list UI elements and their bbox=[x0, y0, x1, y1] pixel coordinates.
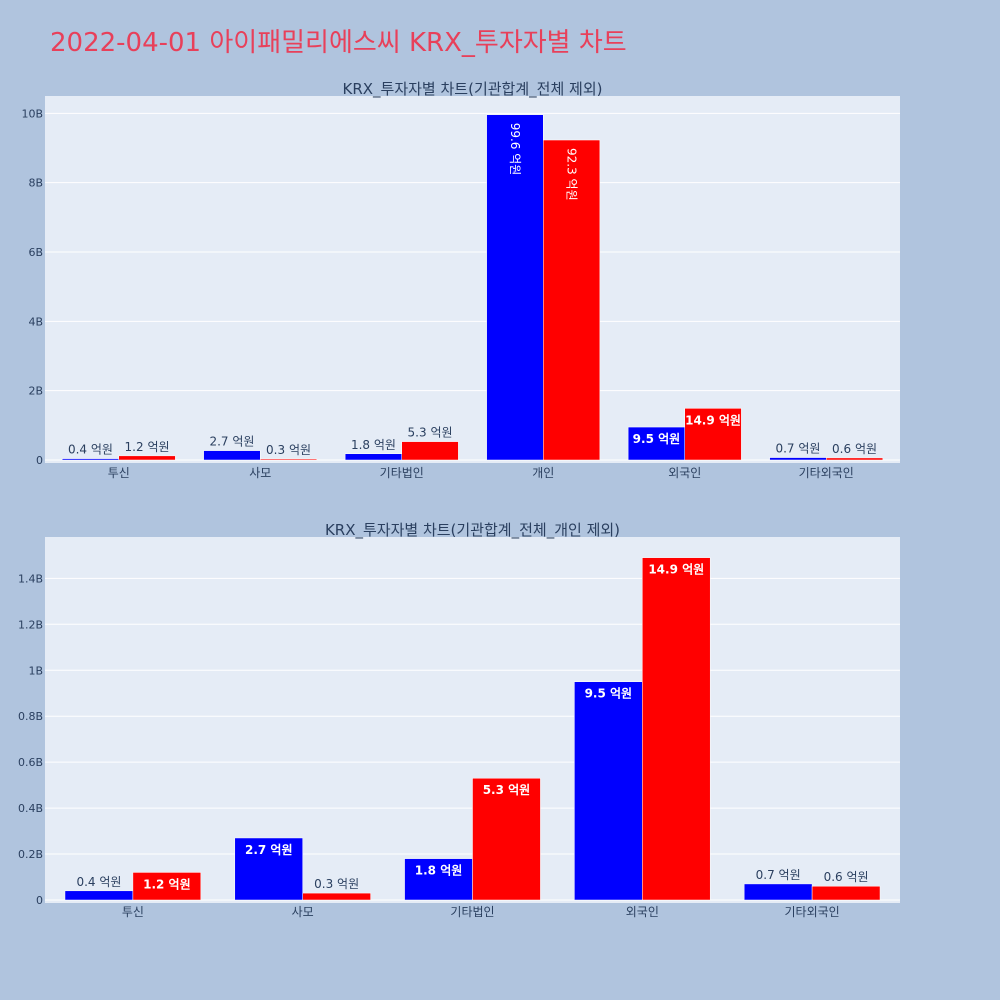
bar-data-label: 0.3 억원 bbox=[266, 443, 311, 457]
x-tick-label: 사모 bbox=[249, 466, 271, 480]
x-tick-label: 사모 bbox=[292, 905, 314, 919]
y-tick-label: 0.8B bbox=[18, 710, 43, 723]
bar bbox=[234, 837, 303, 901]
y-tick-label: 4B bbox=[28, 315, 43, 328]
bar bbox=[642, 557, 711, 901]
bar bbox=[684, 408, 742, 461]
y-tick-label: 1.2B bbox=[18, 618, 43, 631]
y-tick-label: 1B bbox=[28, 664, 43, 677]
x-tick-label: 기타법인 bbox=[380, 466, 424, 480]
bar bbox=[401, 441, 459, 461]
bar bbox=[472, 777, 541, 901]
chart-title: KRX_투자자별 차트(기관합계_전체 제외) bbox=[343, 80, 603, 99]
bar bbox=[811, 885, 881, 901]
x-tick-label: 외국인 bbox=[626, 905, 659, 919]
bar bbox=[404, 858, 473, 901]
bar bbox=[260, 458, 318, 461]
bar-data-label: 2.7 억원 bbox=[245, 843, 293, 857]
bar-data-label: 0.4 억원 bbox=[68, 443, 113, 457]
bar bbox=[302, 892, 371, 901]
bar-data-label: 9.5 억원 bbox=[585, 687, 633, 701]
bar bbox=[61, 458, 119, 461]
bar bbox=[118, 455, 176, 461]
y-tick-label: 10B bbox=[21, 107, 43, 120]
bar bbox=[203, 450, 261, 461]
bar bbox=[344, 453, 402, 461]
x-tick-label: 기타외국인 bbox=[784, 905, 839, 919]
y-tick-label: 0 bbox=[36, 894, 43, 907]
bar-data-label: 14.9 억원 bbox=[685, 413, 741, 427]
bar-data-label: 1.2 억원 bbox=[125, 440, 170, 454]
x-tick-label: 기타법인 bbox=[450, 905, 494, 919]
page-title: 2022-04-01 아이패밀리에스씨 KRX_투자자별 차트 bbox=[50, 28, 627, 58]
y-tick-label: 0 bbox=[36, 454, 43, 467]
bar-data-label: 0.7 억원 bbox=[775, 442, 820, 456]
bar-data-label: 92.3 억원 bbox=[565, 148, 579, 201]
bar-data-label: 0.4 억원 bbox=[76, 875, 121, 889]
y-tick-label: 6B bbox=[28, 246, 43, 259]
y-tick-label: 2B bbox=[28, 385, 43, 398]
y-tick-label: 0.4B bbox=[18, 802, 43, 815]
bar-data-label: 14.9 억원 bbox=[648, 563, 704, 577]
bar bbox=[769, 457, 827, 461]
x-tick-label: 개인 bbox=[532, 466, 554, 480]
bar-data-label: 1.8 억원 bbox=[351, 438, 396, 452]
bar bbox=[574, 681, 643, 901]
bar-data-label: 0.7 억원 bbox=[756, 868, 801, 882]
x-tick-label: 투신 bbox=[108, 466, 130, 480]
bar-data-label: 0.3 억원 bbox=[314, 877, 359, 891]
bar-data-label: 2.7 억원 bbox=[209, 435, 254, 449]
bar bbox=[543, 139, 601, 461]
bar bbox=[627, 426, 686, 461]
bar-data-label: 1.2 억원 bbox=[143, 877, 191, 891]
x-tick-label: 투신 bbox=[122, 905, 144, 919]
bar bbox=[743, 883, 813, 901]
bar-data-label: 0.6 억원 bbox=[832, 442, 877, 456]
plot-background bbox=[45, 96, 900, 463]
chart-2: 0 0.2B 0.4B 0.6B 0.8B 1B 1.2B 1.4B KRX_투자자별 차트(기… bbox=[18, 521, 900, 919]
y-tick-label: 0.2B bbox=[18, 848, 43, 861]
bar bbox=[132, 872, 202, 901]
x-tick-label: 기타외국인 bbox=[799, 466, 854, 480]
x-tick-label: 외국인 bbox=[668, 466, 701, 480]
bar-data-label: 99.6 억원 bbox=[508, 123, 522, 176]
y-tick-label: 1.4B bbox=[18, 572, 43, 585]
bar-data-label: 5.3 억원 bbox=[483, 783, 531, 797]
bar-data-label: 9.5 억원 bbox=[633, 432, 681, 446]
chart-1: 0 2B 4B 6B 8B 10B KRX_투자자별 차트(기관합계_전체 제외) 투신 0.4… bbox=[21, 80, 900, 480]
bar bbox=[64, 890, 134, 901]
bar-data-label: 5.3 억원 bbox=[408, 426, 453, 440]
bar bbox=[826, 457, 884, 461]
y-tick-label: 8B bbox=[28, 177, 43, 190]
y-tick-label: 0.6B bbox=[18, 756, 43, 769]
chart-title: KRX_투자자별 차트(기관합계_전체_개인 제외) bbox=[325, 521, 620, 540]
bar-data-label: 0.6 억원 bbox=[824, 870, 869, 884]
bar-data-label: 1.8 억원 bbox=[415, 864, 463, 878]
